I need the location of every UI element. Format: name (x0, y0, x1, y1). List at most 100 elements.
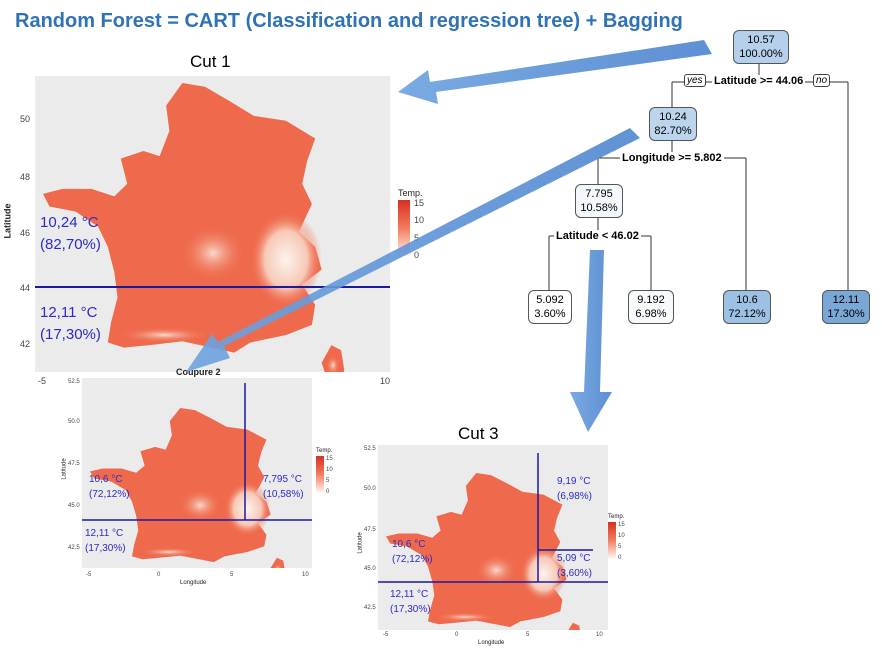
map1-xtick: 10 (380, 376, 391, 386)
tree-leaf-pct: 3.60% (534, 308, 566, 320)
tree-leaf-value: 12.11 (832, 294, 860, 306)
map2-xlabel: Longitude (180, 580, 207, 586)
map2-france-shape (82, 383, 312, 568)
map1-lower-region: 12,11 °C (17,30%) (40, 302, 101, 346)
map3-ytick: 47.5 (364, 527, 376, 533)
page-title: Random Forest = CART (Classification and… (15, 10, 683, 32)
map1-ytick: 44 (20, 283, 31, 293)
map1-ytick: 48 (20, 172, 31, 182)
tree-node-2-pct: 10.58% (580, 202, 618, 214)
map2-ytick: 45.0 (68, 503, 80, 509)
map2-right-value: 7,795 °C (263, 474, 303, 485)
map3-ytick: 45.0 (364, 566, 376, 572)
map1-lower-pct: (17,30%) (40, 326, 101, 343)
map2-xtick: 10 (302, 572, 309, 578)
map3-upper-right-value: 9,19 °C (557, 476, 591, 487)
map1-upper-region: 10,24 °C (82,70%) (40, 212, 101, 256)
map3-xtick: 10 (596, 632, 603, 638)
map3-ytick: 50.0 (364, 486, 376, 492)
map3-left-value: 10,6 °C (392, 539, 426, 550)
map2-plot (82, 378, 312, 568)
tree-leaf-1: 5.092 3.60% (528, 290, 572, 324)
map3-xlabel: Longitude (478, 640, 505, 646)
map3-lower-pct: (17,30%) (390, 604, 431, 615)
map2-xtick: 5 (230, 572, 234, 578)
map3-plot (378, 445, 608, 630)
tree-root-pct: 100.00% (739, 48, 783, 60)
tree-leaf-4: 12.11 17.30% (822, 290, 870, 324)
map2-right-pct: (10,58%) (263, 489, 304, 500)
tree-node-1-pct: 82.70% (654, 125, 692, 137)
map1-xtick: -5 (38, 376, 47, 386)
map2-ytick: 42.5 (68, 545, 80, 551)
map1-ytick: 42 (20, 339, 31, 349)
map2-left-region: 10,6 °C (72,12%) (89, 472, 130, 502)
cut3-label: Cut 3 (458, 424, 499, 443)
map3-legend-title: Temp. (608, 514, 625, 520)
map3-mid-right-region: 5,09 °C (3,60%) (557, 551, 592, 581)
map1-ytick: 50 (20, 114, 31, 124)
map2-lower-region: 12,11 °C (17,30%) (85, 526, 126, 556)
map3-france-shape (378, 453, 608, 630)
map2-ytick: 50.0 (68, 419, 80, 425)
tree-root-node: 10.57 100.00% (733, 30, 789, 64)
map2-left-value: 10,6 °C (89, 474, 123, 485)
map3-legend-tick: 5 (618, 544, 622, 550)
map2-legend-tick: 0 (326, 489, 330, 495)
map3-legend-bar (608, 522, 616, 558)
tree-node-2-value: 7.795 (585, 188, 613, 200)
map2-ytick: 47.5 (68, 461, 80, 467)
map3-xtick: 0 (455, 632, 459, 638)
map2-lower-value: 12,11 °C (85, 528, 124, 539)
tree-leaf-value: 5.092 (536, 294, 564, 306)
tree-yes-label: yes (684, 74, 706, 87)
map3-legend-tick: 15 (618, 522, 625, 528)
tree-leaf-value: 10.6 (736, 294, 758, 306)
map2-xtick: 0 (157, 572, 161, 578)
tree-leaf-2: 9.192 6.98% (628, 290, 674, 324)
map1-upper-value: 10,24 °C (40, 214, 99, 231)
map3-ytick: 42.5 (364, 605, 376, 611)
map3-left-region: 10,6 °C (72,12%) (392, 537, 433, 567)
tree-leaf-3: 10.6 72.12% (723, 290, 771, 324)
map2-xtick: -5 (86, 572, 92, 578)
map3-mid-right-pct: (3,60%) (557, 568, 593, 579)
map2-legend-bar (316, 456, 324, 492)
map3-legend-tick: 0 (618, 555, 622, 561)
tree-node-1: 10.24 82.70% (649, 107, 697, 141)
map2-right-region: 7,795 °C (10,58%) (263, 472, 304, 502)
map1-lower-value: 12,11 °C (40, 304, 98, 321)
map2-lower-pct: (17,30%) (85, 543, 126, 554)
map2-legend-tick: 15 (326, 456, 333, 462)
map3-xtick: 5 (526, 632, 530, 638)
map2-legend-tick: 5 (326, 478, 330, 484)
tree-leaf-pct: 72.12% (728, 308, 766, 320)
map3-upper-right-region: 9,19 °C (6,98%) (557, 474, 592, 504)
map3-lower-value: 12,11 °C (390, 589, 429, 600)
tree-leaf-value: 9.192 (637, 294, 665, 306)
cut1-label: Cut 1 (190, 52, 231, 71)
tree-root-value: 10.57 (747, 34, 775, 46)
map2-legend-title: Temp. (316, 448, 333, 454)
map2-legend-tick: 10 (326, 467, 333, 473)
coupure-label: Coupure 2 (176, 367, 221, 377)
tree-leaf-pct: 17.30% (827, 308, 865, 320)
map1-upper-pct: (82,70%) (40, 236, 101, 253)
tree-split2-label: Longitude >= 5.802 (620, 152, 724, 164)
tree-leaf-pct: 6.98% (635, 308, 667, 320)
map3-legend-tick: 10 (618, 533, 625, 539)
tree-split3-label: Latitude < 46.02 (554, 230, 641, 242)
map1-ytick: 46 (20, 228, 31, 238)
map3-xtick: -5 (383, 632, 389, 638)
map3-upper-right-pct: (6,98%) (557, 491, 593, 502)
map3-left-pct: (72,12%) (392, 554, 433, 565)
tree-no-label: no (813, 74, 831, 87)
tree-node-1-value: 10.24 (659, 111, 687, 123)
tree-node-2: 7.795 10.58% (575, 184, 623, 218)
map2-left-pct: (72,12%) (89, 489, 130, 500)
map2-ytick: 52.5 (68, 379, 80, 385)
map3-ytick: 52.5 (364, 446, 376, 452)
map3-lower-region: 12,11 °C (17,30%) (390, 587, 431, 617)
tree-split1-label: Latitude >= 44.06 (712, 75, 806, 87)
